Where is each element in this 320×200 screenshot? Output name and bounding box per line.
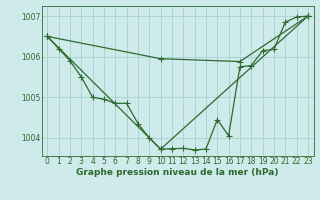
X-axis label: Graphe pression niveau de la mer (hPa): Graphe pression niveau de la mer (hPa) bbox=[76, 168, 279, 177]
